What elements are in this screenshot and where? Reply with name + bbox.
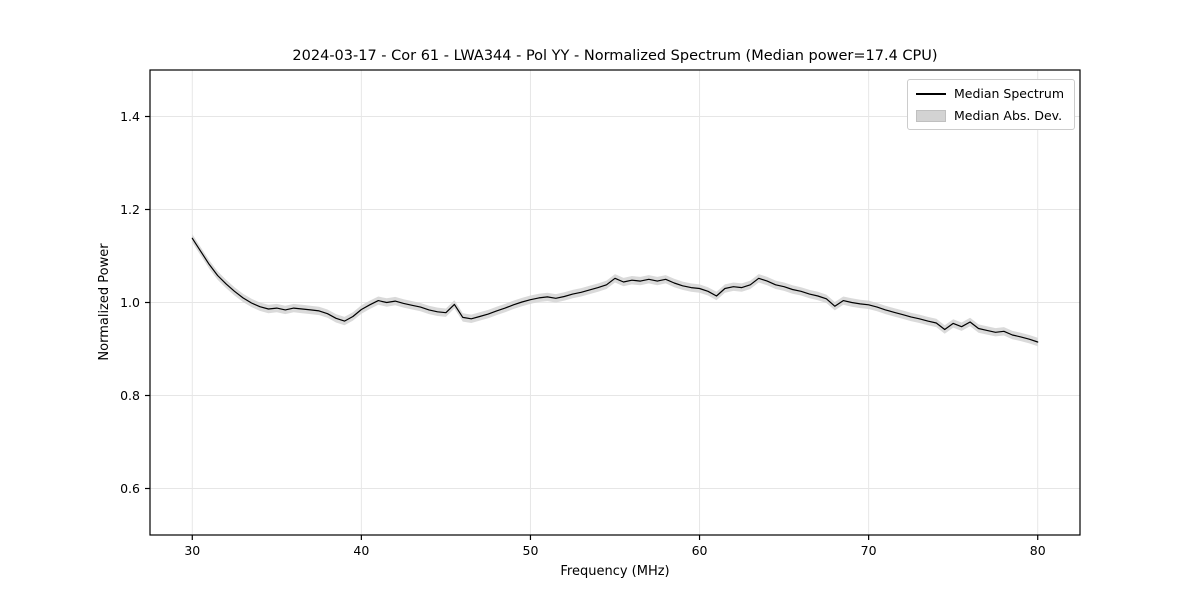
median-spectrum-line xyxy=(191,237,1039,343)
grid-lines xyxy=(150,70,1080,535)
y-tick-label: 1.2 xyxy=(120,202,140,217)
y-tick-label: 0.8 xyxy=(120,388,140,403)
legend: Median Spectrum Median Abs. Dev. xyxy=(906,79,1075,130)
y-axis-label: Normalized Power xyxy=(97,243,112,361)
legend-line-sample xyxy=(915,92,946,95)
legend-label: Median Spectrum xyxy=(953,86,1064,101)
x-tick-label: 60 xyxy=(692,543,708,558)
y-tick-label: 1.4 xyxy=(120,109,140,124)
x-tick-label: 50 xyxy=(523,543,539,558)
mad-band xyxy=(192,234,1038,347)
legend-item-median-abs-dev: Median Abs. Dev. xyxy=(915,108,1064,123)
x-tick-label: 80 xyxy=(1030,543,1046,558)
x-axis-label: Frequency (MHz) xyxy=(560,564,670,579)
x-tick-label: 30 xyxy=(184,543,200,558)
y-tick-label: 1.0 xyxy=(120,295,140,310)
x-tick-label: 40 xyxy=(353,543,369,558)
axis-tick-labels: 30 40 50 60 70 80 0.6 0.8 1.0 1.2 1.4 xyxy=(120,109,1046,558)
axis-ticks xyxy=(145,115,1039,540)
legend-patch-sample xyxy=(915,109,946,122)
legend-item-median-spectrum: Median Spectrum xyxy=(915,86,1064,101)
x-tick-label: 70 xyxy=(861,543,877,558)
chart-title: 2024-03-17 - Cor 61 - LWA344 - Pol YY - … xyxy=(292,48,938,64)
legend-label: Median Abs. Dev. xyxy=(953,108,1063,123)
y-tick-label: 0.6 xyxy=(120,481,140,496)
